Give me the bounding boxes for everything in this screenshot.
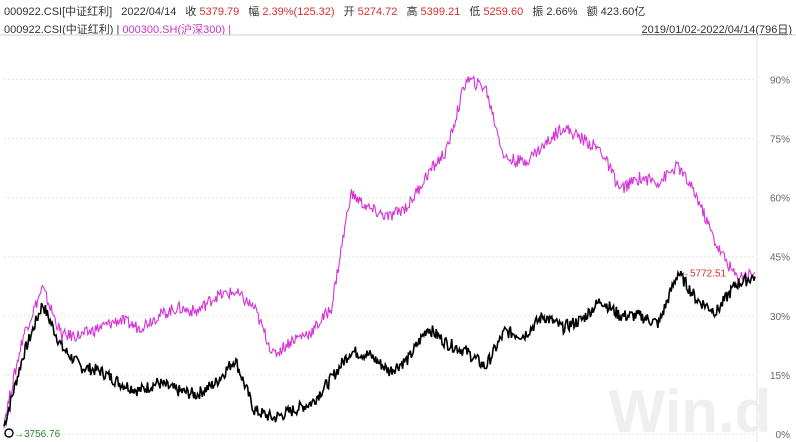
change-value: 2.39%(125.32) xyxy=(262,6,335,18)
y-tick-label: 60% xyxy=(770,194,790,205)
y-tick-label: 15% xyxy=(770,371,790,382)
min-annotation: →3756.76 xyxy=(14,429,61,440)
index-code: 000922.CSI[中证红利] xyxy=(4,6,113,18)
change-label: 幅 xyxy=(248,6,260,18)
legend-row: 000922.CSI(中证红利) | 000300.SH(沪深300) | xyxy=(4,21,231,37)
amplitude-label: 振 xyxy=(532,6,544,18)
close-value: 5379.79 xyxy=(199,6,240,18)
low-value: 5259.60 xyxy=(483,6,524,18)
amplitude-value: 2.66% xyxy=(546,6,578,18)
legend-series2[interactable]: 000300.SH(沪深300) xyxy=(122,24,226,36)
y-tick-label: 75% xyxy=(770,135,790,146)
legend-series1[interactable]: 000922.CSI(中证红利) xyxy=(4,24,114,36)
y-tick-label: 0% xyxy=(776,430,791,441)
min-marker xyxy=(4,428,14,438)
y-axis: 0% 15% 30% 45% 60% 75% 90% xyxy=(770,75,790,441)
annotations: ←5772.51 →3756.76 xyxy=(4,268,727,440)
open-label: 开 xyxy=(343,6,355,18)
amount-label: 额 xyxy=(586,6,598,18)
legend-separator: | xyxy=(116,24,120,36)
legend-separator-2: | xyxy=(228,24,232,36)
date-range-link[interactable]: 2019/01/02-2022/04/14(796日) xyxy=(641,24,792,36)
open-value: 5274.72 xyxy=(357,6,398,18)
quote-date: 2022/04/14 xyxy=(121,6,177,18)
series-line-1 xyxy=(3,269,756,427)
high-label: 高 xyxy=(406,6,418,18)
y-tick-label: 90% xyxy=(770,75,790,86)
series-line-2 xyxy=(3,74,756,429)
series-lines xyxy=(3,74,756,429)
amount-value: 423.60亿 xyxy=(600,6,646,18)
close-label: 收 xyxy=(185,6,197,18)
y-tick-label: 30% xyxy=(770,312,790,323)
high-value: 5399.21 xyxy=(420,6,461,18)
quote-header: 000922.CSI[中证红利] 2022/04/14 收 5379.79 幅 … xyxy=(4,3,645,19)
watermark: Win.d xyxy=(609,378,772,442)
y-tick-label: 45% xyxy=(770,253,790,264)
max-annotation: ←5772.51 xyxy=(680,268,727,279)
low-label: 低 xyxy=(469,6,481,18)
